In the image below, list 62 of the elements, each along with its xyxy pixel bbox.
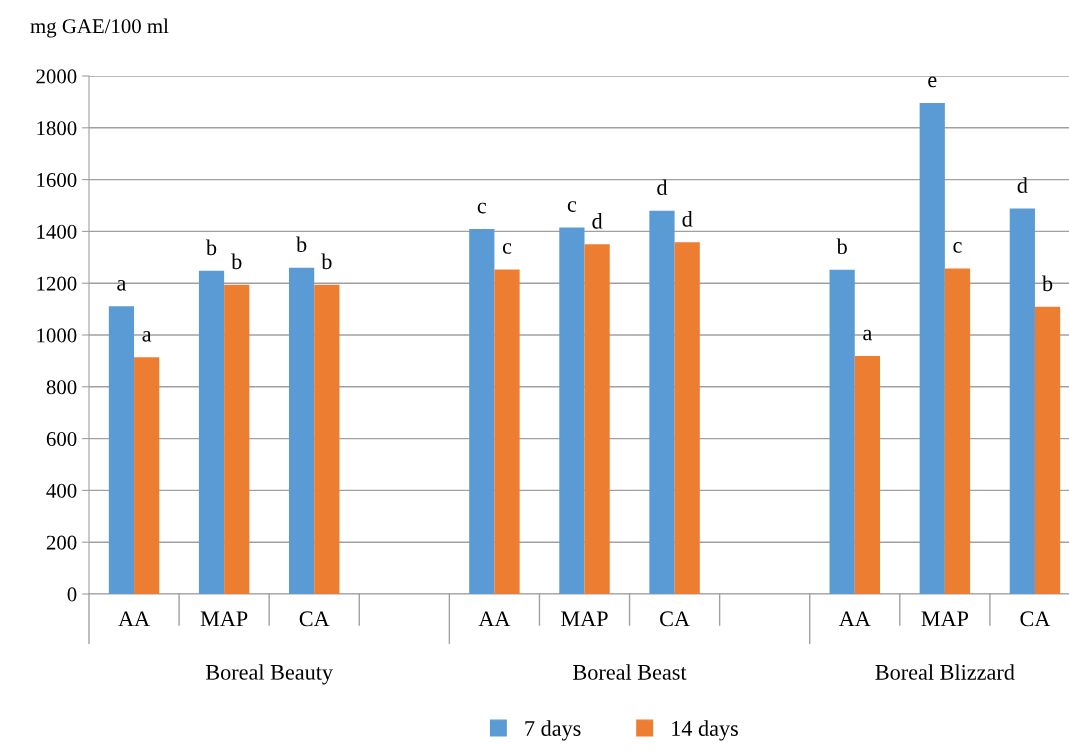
- data-label: b: [231, 253, 242, 270]
- data-label: e: [928, 76, 937, 88]
- text: Boreal Blizzard: [875, 664, 1015, 680]
- bar: [1034, 306, 1061, 594]
- y-tick-label: 0: [67, 587, 77, 602]
- x-tick-label: MAP: [561, 611, 608, 627]
- data-label: c: [502, 243, 512, 254]
- bar: [584, 244, 610, 594]
- x-tick-label: AA: [838, 611, 871, 627]
- data-label: c: [567, 201, 577, 212]
- bar: [224, 284, 250, 594]
- bar: [649, 210, 675, 594]
- bar: [1009, 208, 1035, 594]
- bar: [494, 269, 520, 594]
- bar: [674, 242, 700, 594]
- x-tick-label: AA: [478, 611, 511, 627]
- legend-label: 14 days: [672, 720, 738, 741]
- x-tick-label: MAP: [921, 611, 969, 627]
- bar: [919, 102, 945, 594]
- y-tick-label: 1400: [37, 224, 77, 239]
- y-axis-title: mg GAE/100 ml: [30, 18, 169, 38]
- y-tick-label: 400: [46, 483, 77, 498]
- x-tick-label: CA: [660, 611, 690, 627]
- bar: [829, 269, 855, 594]
- y-tick-label: 1200: [37, 276, 77, 291]
- data-label: a: [863, 329, 873, 341]
- text: Boreal Beast: [573, 664, 687, 680]
- data-label: d: [1017, 177, 1028, 193]
- y-tick-label: 1600: [37, 172, 77, 188]
- y-tick-label: 600: [46, 431, 77, 447]
- data-label: b: [1042, 275, 1053, 292]
- data-label: b: [296, 236, 307, 253]
- bar: [469, 229, 495, 594]
- x-tick-label: MAP: [200, 611, 248, 627]
- data-label: a: [142, 331, 152, 342]
- x-tick-label: CA: [299, 611, 330, 627]
- y-tick-label: 200: [46, 535, 77, 550]
- data-label: d: [682, 211, 693, 227]
- bar: [314, 284, 340, 594]
- bar: [559, 227, 585, 594]
- data-label: d: [657, 179, 668, 196]
- data-label: b: [836, 238, 847, 255]
- bar: [854, 355, 880, 594]
- legend-label: 7 days: [525, 720, 581, 741]
- data-label: d: [592, 213, 603, 229]
- bar: [108, 306, 135, 594]
- x-tick-label: AA: [118, 611, 150, 627]
- x-tick-label: CA: [1020, 611, 1051, 627]
- bar: [198, 270, 225, 594]
- data-label: c: [477, 202, 487, 214]
- y-tick-label: 2000: [36, 69, 77, 84]
- data-label: b: [205, 239, 217, 256]
- y-tick-label: 1800: [37, 121, 77, 136]
- data-label: b: [321, 253, 332, 270]
- text: Boreal Beauty: [205, 664, 333, 685]
- y-tick-label: 1000: [37, 328, 77, 343]
- data-label: c: [953, 242, 962, 253]
- bar: [289, 267, 315, 594]
- bar: [134, 357, 160, 594]
- data-label: a: [117, 279, 127, 291]
- y-tick-label: 800: [46, 380, 77, 395]
- bar: [944, 268, 971, 594]
